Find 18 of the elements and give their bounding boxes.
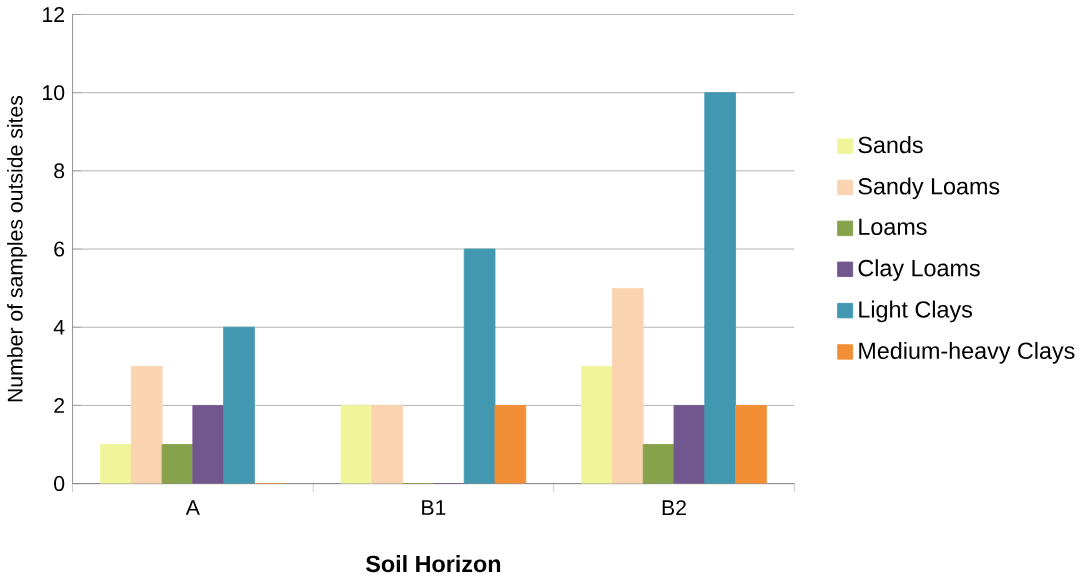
legend-label: Loams [859,218,927,235]
x-tick-label: A [185,500,200,515]
legend-label: Light Clays [859,300,972,323]
y-tick-label: 6 [54,241,65,257]
y-tick-label: 10 [43,85,65,101]
y-tick-label: 12 [43,6,65,22]
legend-label: Sandy Loams [858,177,1000,200]
y-tick-label: 2 [54,397,65,413]
y-tick-label: 4 [53,319,65,335]
x-axis-title: Soil Horizon [365,554,501,573]
x-tick-label: B1 [422,500,446,515]
legend-label: Medium-heavy Clays [859,341,1075,364]
y-tick-label: 0 [54,475,65,491]
x-tick-label: B2 [662,500,686,515]
y-tick-label: 8 [54,163,65,179]
legend-label: Sands [858,135,923,154]
y-axis-title: Number of samples outside sites [7,95,27,402]
legend-label: Clay Loams [858,259,980,281]
